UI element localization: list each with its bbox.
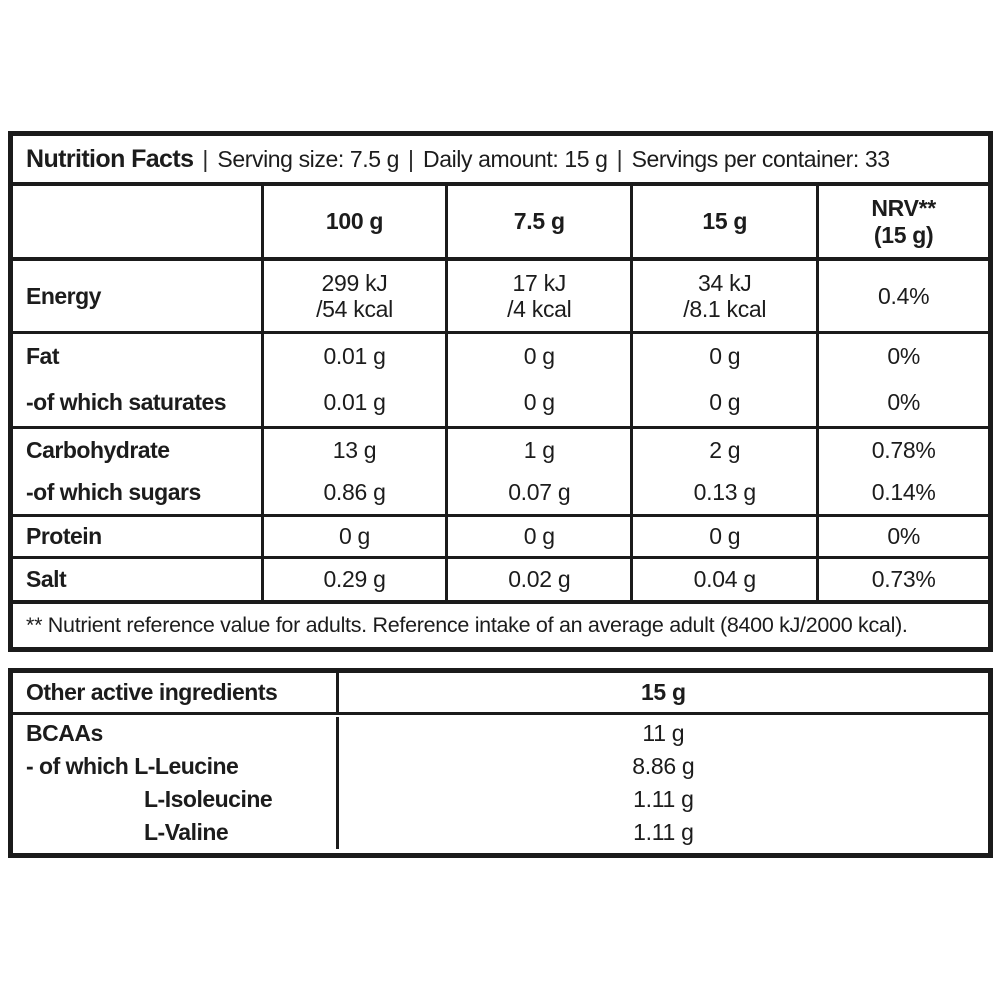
- l-leucine-label: - of which L-Leucine: [26, 753, 239, 780]
- nrv-header-line2: (15 g): [873, 221, 934, 248]
- salt-nrv: 0.73%: [816, 559, 988, 600]
- title-separator: |: [616, 145, 623, 172]
- ingredients-header-label: Other active ingredients: [26, 679, 278, 706]
- column-header-7-5g: 7.5 g: [445, 186, 630, 257]
- fat-per-15g: 0 g: [630, 334, 816, 379]
- energy-100g-kj: 299 kJ: [321, 269, 388, 296]
- saturates-per-100g: 0.01 g: [260, 379, 446, 426]
- saturates-label: -of which saturates: [26, 389, 227, 416]
- fat-label: Fat: [26, 343, 59, 370]
- sugars-per-100g: 0.86 g: [260, 471, 446, 514]
- carbohydrate-per-7-5g: 1 g: [445, 429, 630, 471]
- row-salt: Salt 0.29 g 0.02 g 0.04 g 0.73%: [13, 556, 988, 600]
- row-l-valine: L-Valine 1.11 g: [13, 816, 988, 849]
- saturates-nrv: 0%: [816, 379, 988, 426]
- nutrition-label: Nutrition Facts | Serving size: 7.5 g | …: [8, 131, 993, 858]
- sugars-per-7-5g: 0.07 g: [445, 471, 630, 514]
- sugars-nrv: 0.14%: [816, 471, 988, 514]
- l-isoleucine-value: 1.11 g: [335, 783, 988, 816]
- column-header-nrv: NRV** (15 g): [816, 186, 988, 257]
- row-carbohydrate: Carbohydrate 13 g 1 g 2 g 0.78%: [13, 426, 988, 471]
- row-l-leucine: - of which L-Leucine 8.86 g: [13, 750, 988, 783]
- serving-size-info: Serving size: 7.5 g: [217, 145, 400, 172]
- energy-nrv: 0.4%: [816, 261, 988, 331]
- title-separator: |: [408, 145, 414, 172]
- l-isoleucine-label: L-Isoleucine: [144, 786, 273, 813]
- nutrition-facts-title: Nutrition Facts: [26, 144, 194, 173]
- fat-per-7-5g: 0 g: [445, 334, 630, 379]
- row-sugars: -of which sugars 0.86 g 0.07 g 0.13 g 0.…: [13, 471, 988, 514]
- salt-per-15g: 0.04 g: [630, 559, 816, 600]
- salt-per-100g: 0.29 g: [260, 559, 446, 600]
- nrv-footnote: ** Nutrient reference value for adults. …: [13, 600, 988, 647]
- protein-per-15g: 0 g: [630, 517, 816, 556]
- nutrition-facts-table: Nutrition Facts | Serving size: 7.5 g | …: [8, 131, 993, 652]
- fat-per-100g: 0.01 g: [260, 334, 446, 379]
- bcaas-value: 11 g: [335, 717, 988, 750]
- protein-per-7-5g: 0 g: [445, 517, 630, 556]
- ingredients-header-amount: 15 g: [335, 673, 988, 712]
- carbohydrate-per-15g: 2 g: [630, 429, 816, 471]
- title-separator: |: [202, 145, 209, 172]
- bcaas-label: BCAAs: [26, 720, 103, 747]
- ingredients-header-row: Other active ingredients 15 g: [13, 673, 988, 712]
- column-header-empty: [13, 186, 261, 257]
- energy-100g-kcal: /54 kcal: [316, 296, 393, 322]
- energy-7-5g-kcal: /4 kcal: [507, 296, 572, 322]
- energy-label: Energy: [26, 282, 101, 309]
- fat-nrv: 0%: [816, 334, 988, 379]
- energy-15g-kj: 34 kJ: [698, 269, 752, 296]
- carbohydrate-label: Carbohydrate: [26, 436, 170, 463]
- l-leucine-value: 8.86 g: [335, 750, 988, 783]
- column-header-100g: 100 g: [260, 186, 446, 257]
- energy-7-5g-kj: 17 kJ: [512, 269, 567, 296]
- energy-per-100g: 299 kJ /54 kcal: [260, 261, 446, 331]
- sugars-label: -of which sugars: [26, 479, 201, 506]
- energy-per-15g: 34 kJ /8.1 kcal: [630, 261, 816, 331]
- l-valine-label: L-Valine: [144, 819, 229, 846]
- salt-label: Salt: [26, 566, 67, 593]
- column-header-row: 100 g 7.5 g 15 g NRV** (15 g): [13, 186, 988, 257]
- row-protein: Protein 0 g 0 g 0 g 0%: [13, 514, 988, 556]
- row-energy: Energy 299 kJ /54 kcal 17 kJ /4 kcal 34 …: [13, 257, 988, 331]
- salt-per-7-5g: 0.02 g: [445, 559, 630, 600]
- servings-per-container-info: Servings per container: 33: [631, 145, 890, 172]
- ingredients-body: BCAAs 11 g - of which L-Leucine 8.86 g L…: [13, 712, 988, 853]
- daily-amount-info: Daily amount: 15 g: [423, 145, 608, 172]
- row-bcaas: BCAAs 11 g: [13, 717, 988, 750]
- nutrition-facts-title-bar: Nutrition Facts | Serving size: 7.5 g | …: [13, 136, 988, 186]
- row-l-isoleucine: L-Isoleucine 1.11 g: [13, 783, 988, 816]
- row-saturates: -of which saturates 0.01 g 0 g 0 g 0%: [13, 379, 988, 426]
- other-active-ingredients-table: Other active ingredients 15 g BCAAs 11 g…: [8, 668, 993, 858]
- protein-nrv: 0%: [816, 517, 988, 556]
- protein-per-100g: 0 g: [260, 517, 446, 556]
- nrv-header-line1: NRV**: [871, 195, 936, 222]
- saturates-per-15g: 0 g: [630, 379, 816, 426]
- row-fat: Fat 0.01 g 0 g 0 g 0%: [13, 331, 988, 379]
- protein-label: Protein: [26, 523, 102, 550]
- energy-15g-kcal: /8.1 kcal: [683, 296, 767, 322]
- carbohydrate-per-100g: 13 g: [260, 429, 446, 471]
- energy-per-7-5g: 17 kJ /4 kcal: [445, 261, 630, 331]
- column-header-15g: 15 g: [630, 186, 816, 257]
- sugars-per-15g: 0.13 g: [630, 471, 816, 514]
- l-valine-value: 1.11 g: [335, 816, 988, 849]
- saturates-per-7-5g: 0 g: [445, 379, 630, 426]
- carbohydrate-nrv: 0.78%: [816, 429, 988, 471]
